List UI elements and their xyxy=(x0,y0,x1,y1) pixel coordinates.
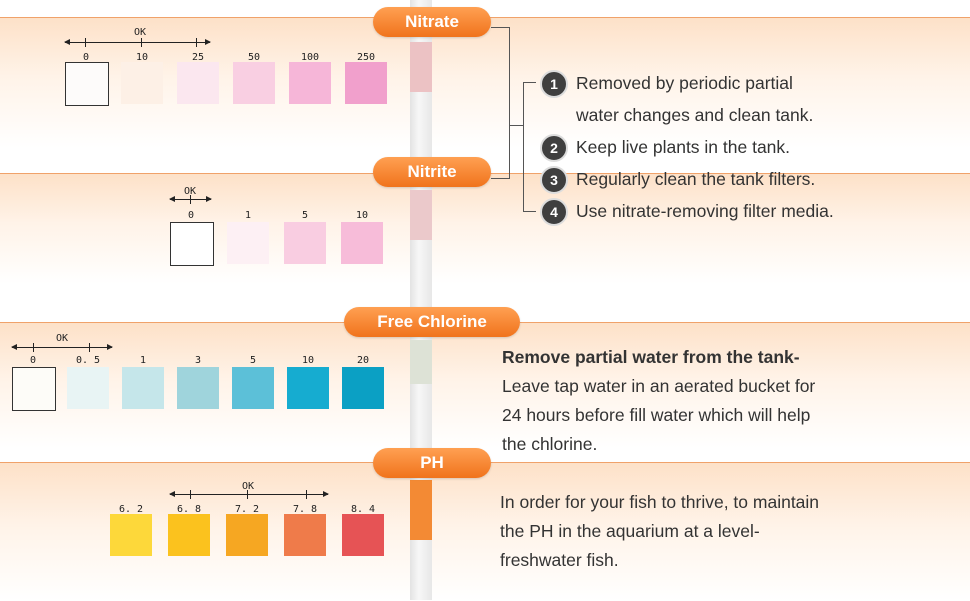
nitrate-swatch-label: 100 xyxy=(300,52,320,63)
nitrate-swatch-label: 50 xyxy=(247,52,261,63)
nitrate-swatch xyxy=(345,62,387,104)
ph-advice: In order for your fish to thrive, to mai… xyxy=(500,488,819,575)
ph-ok-range xyxy=(169,490,329,499)
nitrate-swatch xyxy=(233,62,275,104)
nitrate-swatch xyxy=(121,62,163,104)
nitrite-swatch-label: 10 xyxy=(355,210,369,221)
chlorine-ok-label: OK xyxy=(56,333,69,344)
tip-text: Removed by periodic partial xyxy=(576,73,793,93)
ph-swatch-label: 8. 4 xyxy=(350,504,376,515)
chlorine-title: Free Chlorine xyxy=(344,307,520,337)
nitrate-swatch-label: 250 xyxy=(356,52,376,63)
nitrate-swatch xyxy=(289,62,331,104)
number-1-icon: 1 xyxy=(540,70,568,98)
chlorine-line: 24 hours before fill water which will he… xyxy=(502,405,811,425)
nitrate-swatch xyxy=(65,62,109,106)
chlorine-swatch-label: 1 xyxy=(139,355,147,366)
chlorine-swatch-label: 20 xyxy=(356,355,370,366)
chlorine-swatch-label: 0. 5 xyxy=(75,355,101,366)
nitrate-swatch-label: 25 xyxy=(191,52,205,63)
nitrite-swatch-label: 1 xyxy=(244,210,252,221)
chlorine-swatch-label: 3 xyxy=(194,355,202,366)
chlorine-swatch xyxy=(177,367,219,409)
nitrite-band xyxy=(0,173,970,284)
nitrite-swatch-label: 0 xyxy=(187,210,195,221)
chlorine-line: Leave tap water in an aerated bucket for xyxy=(502,376,816,396)
ph-swatch-label: 6. 2 xyxy=(118,504,144,515)
nitrate-swatch xyxy=(177,62,219,104)
ph-band xyxy=(0,462,970,601)
ph-swatch xyxy=(284,514,326,556)
tip-text: Keep live plants in the tank. xyxy=(576,137,791,157)
nitrate-ok-range xyxy=(64,38,211,47)
chlorine-swatch xyxy=(67,367,109,409)
tip-text: Regularly clean the tank filters. xyxy=(576,169,816,189)
chlorine-ok-range xyxy=(11,343,113,352)
tip-item: 3 Regularly clean the tank filters. xyxy=(540,166,834,198)
strip-pad-nitrite xyxy=(410,190,432,240)
nitrite-swatch xyxy=(284,222,326,264)
tip-item: 1 Removed by periodic partial xyxy=(540,70,834,102)
ph-swatch-label: 7. 8 xyxy=(292,504,318,515)
chlorine-swatch xyxy=(287,367,329,409)
tip-text: Use nitrate-removing filter media. xyxy=(576,201,834,221)
chlorine-swatch xyxy=(342,367,384,409)
nitrate-swatch-label: 0 xyxy=(82,52,90,63)
chlorine-swatch xyxy=(232,367,274,409)
nitrite-swatch xyxy=(341,222,383,264)
number-4-icon: 4 xyxy=(540,198,568,226)
strip-pad-ph xyxy=(410,480,432,540)
ph-title: PH xyxy=(373,448,491,478)
nitrite-ok-range xyxy=(169,195,212,204)
ph-swatch xyxy=(168,514,210,556)
nitrate-tips-list: 1 Removed by periodic partial water chang… xyxy=(540,70,834,230)
chlorine-swatch-label: 5 xyxy=(249,355,257,366)
ph-swatch xyxy=(226,514,268,556)
tips-bracket xyxy=(523,82,536,212)
nitrate-swatch-label: 10 xyxy=(135,52,149,63)
ph-swatch-label: 6. 8 xyxy=(176,504,202,515)
ph-swatch-label: 7. 2 xyxy=(234,504,260,515)
nitrite-swatch xyxy=(227,222,269,264)
chlorine-line: the chlorine. xyxy=(502,434,598,454)
number-2-icon: 2 xyxy=(540,134,568,162)
nitrate-title: Nitrate xyxy=(373,7,491,37)
nitrite-swatch-label: 5 xyxy=(301,210,309,221)
ph-ok-label: OK xyxy=(242,481,255,492)
ph-line: the PH in the aquarium at a level- xyxy=(500,521,760,541)
ph-swatch xyxy=(110,514,152,556)
tip-item: 4 Use nitrate-removing filter media. xyxy=(540,198,834,230)
nitrite-swatch xyxy=(170,222,214,266)
number-3-icon: 3 xyxy=(540,166,568,194)
ph-line: freshwater fish. xyxy=(500,550,619,570)
tip-item: 2 Keep live plants in the tank. xyxy=(540,134,834,166)
chlorine-swatch-label: 0 xyxy=(29,355,37,366)
strip-pad-nitrate xyxy=(410,42,432,92)
chlorine-swatch xyxy=(12,367,56,411)
chlorine-swatch-label: 10 xyxy=(301,355,315,366)
ph-line: In order for your fish to thrive, to mai… xyxy=(500,492,820,512)
nitrite-ok-label: OK xyxy=(184,186,197,197)
chlorine-swatch xyxy=(122,367,164,409)
tip-item: water changes and clean tank. xyxy=(540,102,834,134)
ph-swatch xyxy=(342,514,384,556)
strip-pad-chlorine xyxy=(410,340,432,384)
chlorine-advice: Remove partial water from the tank- Leav… xyxy=(502,343,815,459)
chlorine-heading: Remove partial water from the tank- xyxy=(502,347,800,367)
tips-connector xyxy=(491,27,510,179)
tips-connector-mid xyxy=(509,125,523,126)
tip-text: water changes and clean tank. xyxy=(576,105,814,125)
nitrate-ok-label: OK xyxy=(134,27,147,38)
nitrite-title: Nitrite xyxy=(373,157,491,187)
